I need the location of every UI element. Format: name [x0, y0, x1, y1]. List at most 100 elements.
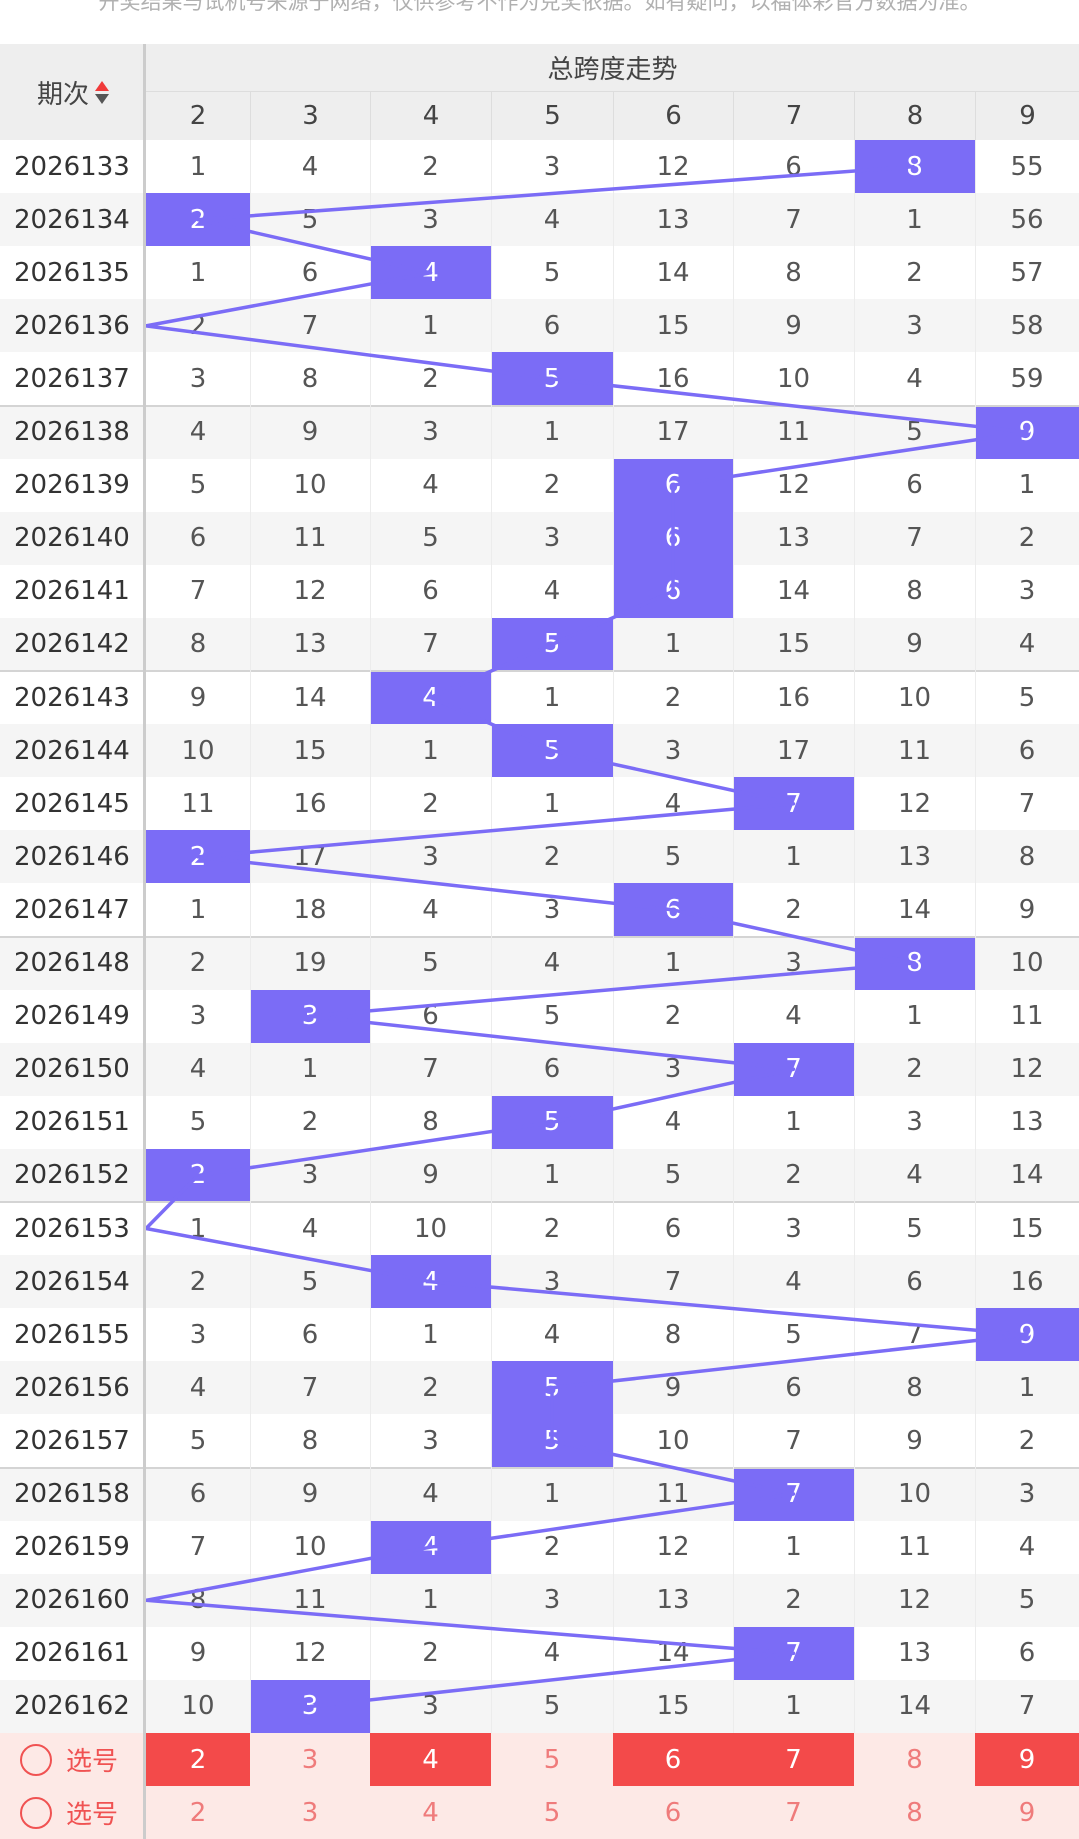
- column-grid-line: [250, 140, 251, 1733]
- value-cell: 1: [906, 204, 923, 235]
- value-cell: 3: [189, 1001, 207, 1032]
- value-cell: 1: [301, 1054, 319, 1085]
- value-cell: 4: [543, 1638, 561, 1669]
- value-cell: 6: [422, 576, 439, 607]
- sort-arrows-icon[interactable]: [95, 80, 109, 104]
- hit-cell: 3: [250, 989, 370, 1043]
- period-cell: 2026159: [14, 1532, 130, 1563]
- value-cell: 5: [543, 257, 561, 288]
- value-cell: 1: [906, 1001, 923, 1032]
- select-number-2[interactable]: 2: [189, 1797, 207, 1828]
- value-cell: 8: [189, 629, 207, 660]
- value-cell: 56: [1010, 204, 1044, 235]
- value-cell: 2: [543, 1532, 561, 1563]
- value-cell: 3: [1018, 576, 1036, 607]
- select-number-3[interactable]: 3: [301, 1797, 319, 1828]
- select-number-7[interactable]: 7: [733, 1733, 854, 1787]
- sort-ascending-icon: [95, 80, 109, 91]
- value-cell: 7: [189, 576, 207, 607]
- select-number-6[interactable]: 6: [664, 1797, 682, 1828]
- value-cell: 10: [656, 1425, 690, 1456]
- value-cell: 12: [293, 576, 327, 607]
- value-cell: 57: [1010, 257, 1044, 288]
- value-cell: 6: [301, 257, 319, 288]
- period-cell: 2026136: [14, 310, 130, 341]
- select-row-label[interactable]: 选号: [0, 1733, 146, 1786]
- hit-cell: 2: [146, 830, 250, 884]
- select-number-8[interactable]: 8: [906, 1797, 923, 1828]
- period-cell: 2026155: [14, 1319, 130, 1350]
- value-cell: 4: [664, 1107, 682, 1138]
- disclaimer-notice: 开奖结果与试机号来源于网络，仅供参考不作为兑奖依据。如有疑问，以福体彩官方数据为…: [98, 0, 981, 14]
- value-cell: 1: [785, 841, 802, 872]
- value-cell: 6: [785, 151, 802, 182]
- select-number-7[interactable]: 7: [785, 1797, 802, 1828]
- value-cell: 4: [422, 894, 439, 925]
- value-cell: 7: [906, 523, 923, 554]
- select-number-2[interactable]: 2: [146, 1733, 250, 1787]
- value-cell: 15: [776, 629, 811, 660]
- value-cell: 6: [785, 1372, 802, 1403]
- radio-circle-icon[interactable]: [20, 1743, 52, 1776]
- value-cell: 2: [785, 1585, 802, 1616]
- select-number-8[interactable]: 8: [906, 1744, 923, 1775]
- column-grid-line: [613, 140, 614, 1733]
- value-cell: 6: [1018, 1638, 1036, 1669]
- select-number-3[interactable]: 3: [301, 1744, 319, 1775]
- value-cell: 2: [543, 1213, 561, 1244]
- column-header-7: 7: [733, 92, 854, 140]
- value-cell: 10: [897, 682, 932, 713]
- value-cell: 5: [906, 417, 923, 448]
- period-cell: 2026134: [14, 204, 130, 235]
- select-number-9[interactable]: 9: [1018, 1797, 1036, 1828]
- value-cell: 11: [897, 1532, 932, 1563]
- period-cell: 2026141: [14, 576, 130, 607]
- value-cell: 4: [664, 788, 682, 819]
- value-cell: 1: [189, 894, 207, 925]
- group-separator: [0, 1201, 1079, 1203]
- select-number-4[interactable]: 4: [370, 1733, 491, 1787]
- value-cell: 8: [785, 257, 802, 288]
- value-cell: 3: [422, 204, 439, 235]
- hit-cell: 8: [854, 936, 975, 990]
- period-column-header[interactable]: 期次: [0, 44, 146, 140]
- value-cell: 8: [664, 1319, 682, 1350]
- radio-circle-icon[interactable]: [20, 1796, 52, 1829]
- group-separator: [0, 1466, 1079, 1469]
- select-row-label[interactable]: 选号: [0, 1786, 146, 1839]
- select-number-6[interactable]: 6: [613, 1733, 733, 1787]
- select-number-5[interactable]: 5: [543, 1797, 561, 1828]
- column-grid-line: [491, 140, 492, 1733]
- select-number-5[interactable]: 5: [543, 1744, 561, 1775]
- select-number-9[interactable]: 9: [975, 1733, 1079, 1787]
- value-cell: 4: [189, 1054, 207, 1085]
- value-cell: 16: [1010, 1266, 1044, 1297]
- period-cell: 2026156: [14, 1372, 130, 1403]
- value-cell: 2: [906, 1054, 923, 1085]
- value-cell: 7: [301, 310, 319, 341]
- value-cell: 3: [301, 1160, 319, 1191]
- value-cell: 4: [543, 204, 561, 235]
- value-cell: 1: [664, 629, 682, 660]
- value-cell: 2: [189, 1266, 207, 1297]
- value-cell: 12: [1010, 1054, 1044, 1085]
- hit-cell: 5: [491, 617, 613, 671]
- period-cell: 2026146: [14, 841, 130, 872]
- value-cell: 1: [543, 788, 561, 819]
- column-header-8: 8: [854, 92, 975, 140]
- value-cell: 11: [293, 523, 327, 554]
- column-header-3: 3: [250, 92, 370, 140]
- select-label-text: 选号: [66, 1747, 119, 1778]
- value-cell: 5: [543, 1001, 561, 1032]
- value-cell: 9: [422, 1160, 439, 1191]
- value-cell: 3: [785, 1213, 802, 1244]
- value-cell: 2: [543, 841, 561, 872]
- value-cell: 10: [293, 470, 327, 501]
- value-cell: 3: [422, 841, 439, 872]
- value-cell: 6: [189, 523, 207, 554]
- value-cell: 1: [664, 948, 682, 979]
- value-cell: 5: [301, 1266, 319, 1297]
- select-number-4[interactable]: 4: [422, 1797, 439, 1828]
- hit-cell: 6: [613, 883, 733, 937]
